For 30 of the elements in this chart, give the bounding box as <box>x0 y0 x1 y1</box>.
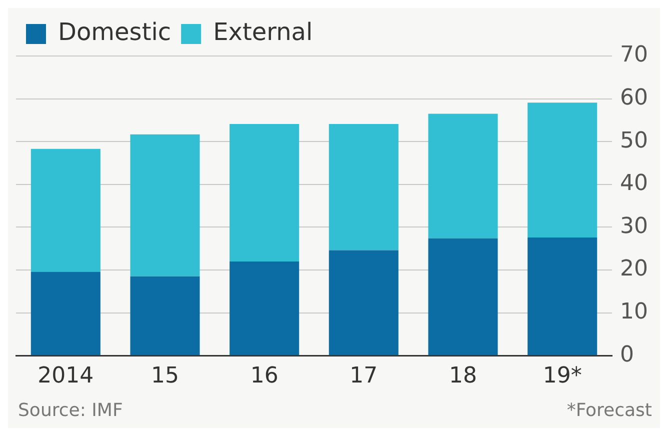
source-note: Source: IMF <box>18 400 123 423</box>
bar <box>428 114 498 238</box>
bar <box>328 124 398 250</box>
x-tick-label: 19* <box>542 364 582 389</box>
x-tick-label: 2014 <box>38 364 94 389</box>
y-tick-label: 20 <box>620 256 648 282</box>
y-tick-label: 10 <box>620 300 648 325</box>
y-tick-label: 50 <box>620 128 648 154</box>
y-tick-label: 30 <box>620 214 648 239</box>
x-tick-label: 18 <box>449 364 478 389</box>
x-tick-label: 16 <box>250 364 278 389</box>
bar <box>30 272 100 356</box>
x-tick-label: 15 <box>151 364 179 389</box>
bar <box>428 238 498 356</box>
bar <box>230 124 300 262</box>
text: *Forecast <box>566 400 652 423</box>
y-tick-label: 70 <box>620 42 648 68</box>
y-tick-label: 60 <box>620 86 648 111</box>
x-tick-label: 17 <box>350 364 378 389</box>
bar <box>230 261 300 356</box>
bar <box>130 276 200 356</box>
bar <box>130 134 200 276</box>
bar <box>328 250 398 356</box>
bar <box>30 148 100 272</box>
bar <box>528 102 598 238</box>
legend-label: Domestic <box>58 18 172 46</box>
legend-label: External <box>213 18 313 46</box>
y-tick-label: 40 <box>620 171 648 196</box>
bar <box>528 237 598 356</box>
y-tick-label: 0 <box>620 342 634 368</box>
